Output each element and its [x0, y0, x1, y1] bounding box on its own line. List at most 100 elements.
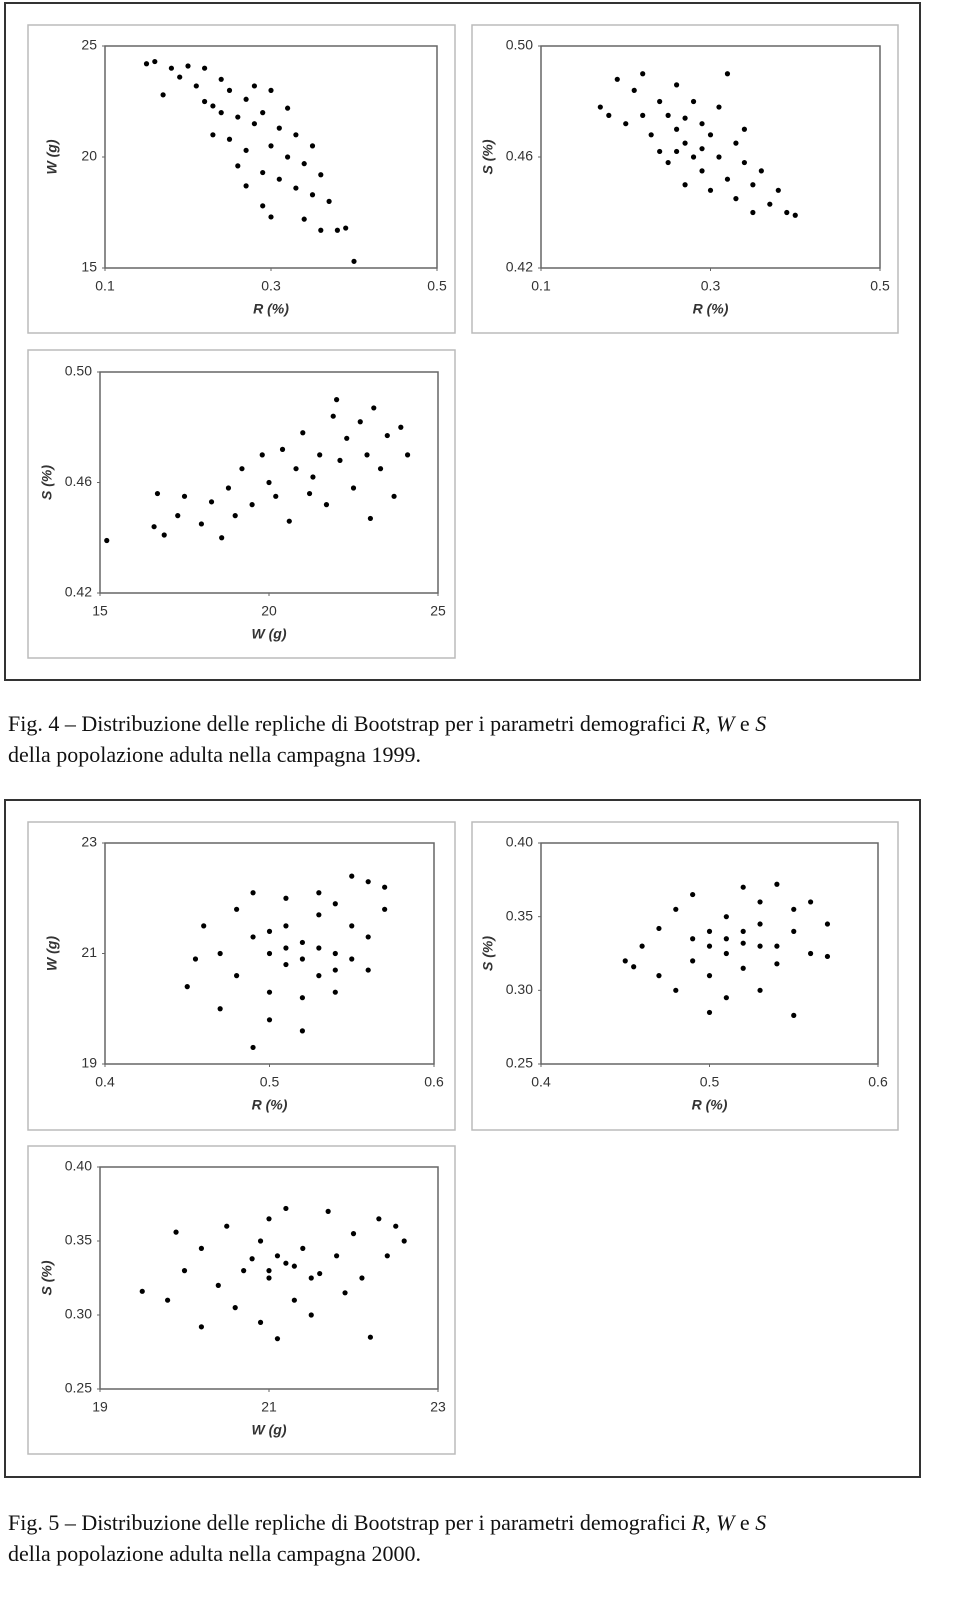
point — [151, 524, 157, 530]
point — [350, 485, 357, 491]
point — [257, 1319, 264, 1325]
point — [706, 928, 713, 935]
point — [757, 899, 763, 905]
point — [243, 96, 249, 102]
point — [824, 921, 831, 927]
caption-text: della popolazione adulta nella campagna … — [8, 742, 421, 767]
caption-text: e — [734, 711, 756, 736]
point — [673, 987, 679, 993]
point — [716, 154, 722, 160]
point — [682, 140, 688, 146]
point — [699, 121, 705, 127]
point — [367, 515, 373, 522]
point — [299, 1028, 305, 1034]
point — [232, 513, 238, 519]
point — [606, 112, 612, 118]
point — [774, 943, 780, 949]
point — [250, 890, 256, 896]
point — [337, 457, 343, 463]
x-tick-label: 0.5 — [700, 1074, 720, 1090]
caption-text: W — [716, 711, 735, 736]
caption-text: R — [691, 711, 706, 736]
point — [724, 71, 731, 77]
caption-text: della popolazione adulta nella campagna … — [8, 1541, 421, 1566]
point — [325, 1208, 331, 1214]
y-tick-label: 19 — [81, 1055, 97, 1071]
caption-text: Fig. 5 – Distribuzione delle repliche di… — [8, 1510, 692, 1535]
point — [266, 989, 273, 995]
point — [139, 1288, 145, 1294]
y-tick-label: 20 — [81, 148, 97, 164]
point — [306, 490, 313, 497]
x-tick-label: 21 — [261, 1399, 277, 1415]
point — [165, 1297, 171, 1303]
x-axis-title: W (g) — [252, 1422, 287, 1438]
point — [226, 87, 233, 93]
y-tick-label: 0.40 — [65, 1158, 92, 1174]
point — [384, 1253, 390, 1259]
y-tick-label: 0.25 — [506, 1055, 533, 1071]
point — [316, 912, 322, 918]
point — [723, 950, 729, 957]
point — [791, 928, 797, 935]
x-tick-label: 0.1 — [531, 278, 551, 294]
caption-text: e — [734, 1510, 756, 1535]
caption: Fig. 4 – Distribuzione delle repliche di… — [8, 708, 933, 770]
point — [349, 873, 355, 879]
point — [723, 914, 729, 920]
point — [218, 110, 224, 116]
point — [285, 154, 291, 160]
point — [226, 136, 233, 142]
point — [316, 945, 322, 951]
point — [673, 906, 679, 912]
point — [750, 182, 756, 188]
point — [308, 1312, 314, 1318]
chart-panel: 19 21 23 0.25 0.30 0.35 0.40 W (g) S (%) — [27, 1145, 456, 1455]
point — [268, 214, 274, 220]
point — [365, 879, 371, 885]
x-axis-title: W (g) — [252, 626, 287, 642]
point — [364, 452, 370, 458]
point — [622, 958, 628, 964]
point — [706, 943, 713, 949]
point — [168, 65, 174, 71]
point — [243, 147, 249, 153]
y-axis-title: W (g) — [44, 936, 60, 971]
point — [382, 906, 388, 912]
point — [365, 934, 371, 940]
point — [757, 987, 763, 993]
x-axis-title: R (%) — [693, 301, 729, 317]
panel-frame — [27, 1145, 456, 1455]
y-tick-label: 0.25 — [65, 1380, 92, 1396]
point — [234, 973, 240, 979]
point — [623, 121, 629, 127]
point — [351, 258, 357, 264]
point — [808, 899, 814, 905]
y-axis-title: W (g) — [44, 139, 60, 174]
x-tick-label: 0.5 — [427, 278, 447, 294]
point — [250, 934, 256, 940]
point — [334, 397, 340, 403]
point — [250, 1044, 256, 1051]
point — [232, 1305, 238, 1311]
point — [301, 161, 307, 167]
point — [219, 535, 225, 541]
point — [384, 432, 390, 439]
point — [215, 1282, 221, 1288]
point — [225, 485, 232, 491]
point — [266, 1275, 272, 1281]
point — [310, 474, 316, 480]
point — [791, 1012, 797, 1018]
y-tick-label: 0.50 — [65, 363, 92, 379]
point — [309, 143, 316, 149]
point — [276, 176, 282, 182]
point — [343, 225, 349, 231]
y-tick-label: 23 — [81, 834, 97, 850]
x-tick-label: 0.1 — [95, 278, 115, 294]
point — [260, 110, 266, 116]
point — [181, 493, 188, 499]
point — [401, 1238, 407, 1244]
point — [299, 995, 305, 1001]
point — [376, 1216, 382, 1222]
